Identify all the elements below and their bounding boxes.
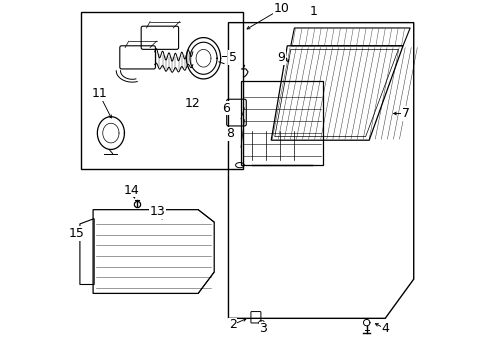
- Text: 4: 4: [381, 322, 388, 335]
- Text: 15: 15: [68, 227, 84, 240]
- Text: 13: 13: [149, 205, 165, 218]
- Text: 11: 11: [91, 87, 107, 100]
- Text: 12: 12: [184, 97, 200, 110]
- Text: 14: 14: [123, 184, 139, 197]
- Text: 10: 10: [273, 2, 289, 15]
- Text: 2: 2: [228, 318, 236, 331]
- Text: 1: 1: [309, 5, 317, 18]
- Text: 7: 7: [401, 107, 408, 120]
- Text: 8: 8: [225, 127, 233, 140]
- Text: 3: 3: [259, 322, 267, 335]
- Text: 9: 9: [277, 51, 285, 64]
- Text: 5: 5: [229, 51, 237, 64]
- Text: 6: 6: [222, 102, 229, 114]
